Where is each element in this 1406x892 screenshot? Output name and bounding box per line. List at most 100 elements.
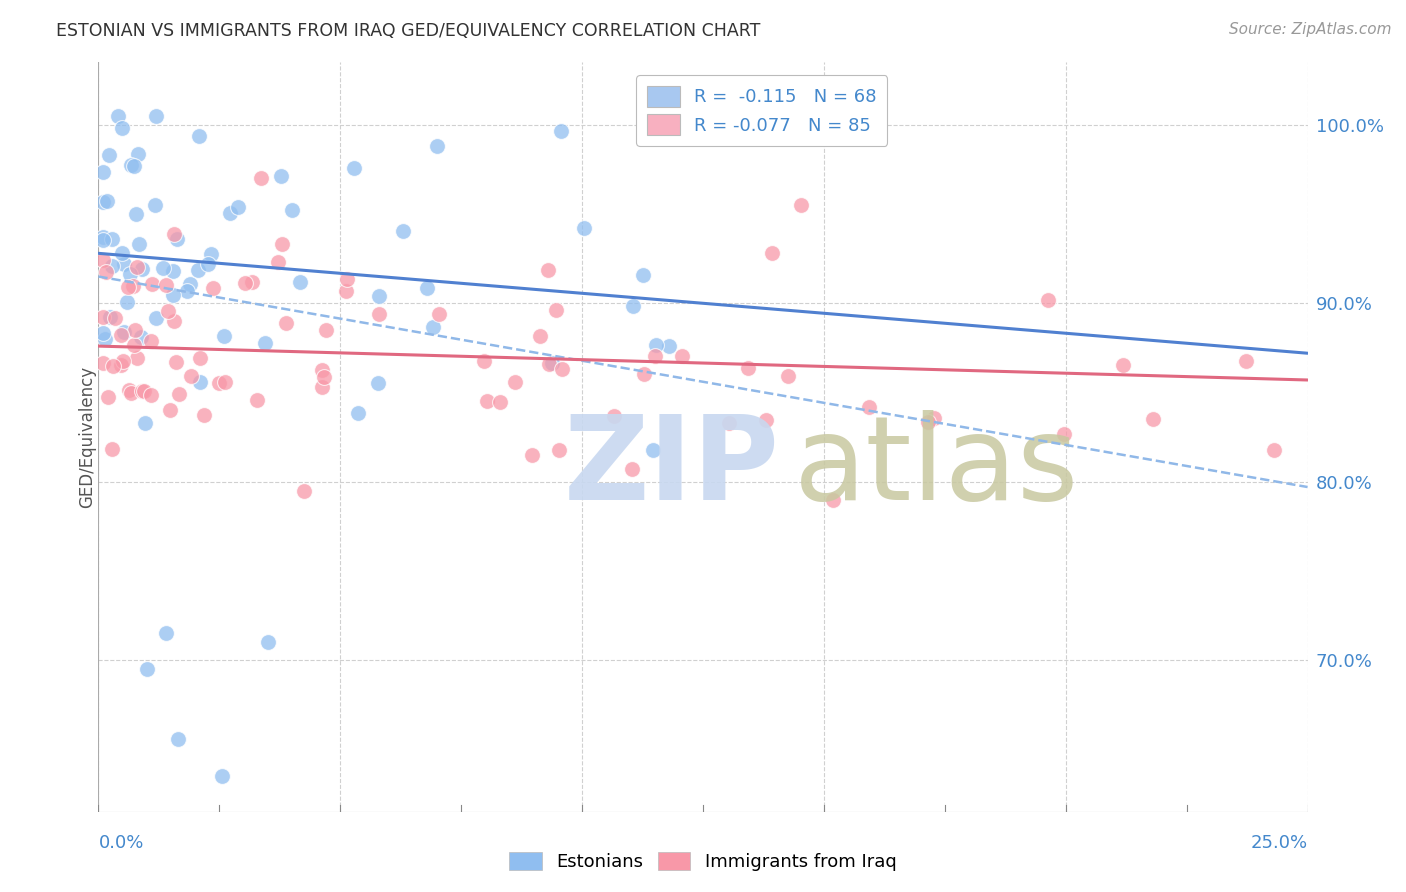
Point	[270, 169, 292, 183]
Point	[93, 194, 115, 209]
Point	[110, 327, 132, 342]
Y-axis label: GED/Equivalency: GED/Equivalency	[79, 366, 96, 508]
Point	[256, 635, 278, 649]
Point	[212, 328, 235, 343]
Point	[1142, 412, 1164, 426]
Point	[548, 442, 571, 457]
Point	[335, 284, 357, 298]
Point	[346, 407, 368, 421]
Point	[503, 376, 526, 390]
Point	[131, 384, 153, 399]
Text: atlas: atlas	[793, 409, 1078, 524]
Point	[91, 233, 114, 247]
Point	[176, 284, 198, 298]
Point	[159, 403, 181, 417]
Point	[214, 375, 236, 389]
Legend: Estonians, Immigrants from Iraq: Estonians, Immigrants from Iraq	[502, 845, 904, 879]
Point	[541, 356, 564, 370]
Point	[422, 319, 444, 334]
Point	[122, 338, 145, 352]
Point	[292, 483, 315, 498]
Point	[118, 383, 141, 397]
Point	[143, 198, 166, 212]
Point	[367, 307, 389, 321]
Text: ESTONIAN VS IMMIGRANTS FROM IRAQ GED/EQUIVALENCY CORRELATION CHART: ESTONIAN VS IMMIGRANTS FROM IRAQ GED/EQU…	[56, 22, 761, 40]
Point	[111, 121, 134, 136]
Point	[94, 332, 117, 346]
Point	[671, 349, 693, 363]
Point	[91, 252, 114, 267]
Point	[141, 277, 163, 291]
Point	[152, 260, 174, 275]
Point	[131, 261, 153, 276]
Point	[145, 310, 167, 325]
Point	[254, 336, 277, 351]
Point	[312, 370, 335, 384]
Point	[641, 442, 664, 457]
Point	[110, 245, 132, 260]
Point	[98, 148, 121, 162]
Point	[197, 257, 219, 271]
Point	[179, 277, 201, 292]
Point	[250, 171, 273, 186]
Point	[427, 307, 450, 321]
Text: ZIP: ZIP	[564, 409, 780, 524]
Point	[536, 263, 558, 277]
Point	[120, 386, 142, 401]
Point	[163, 227, 186, 241]
Point	[475, 393, 498, 408]
Point	[155, 626, 177, 640]
Point	[603, 409, 626, 424]
Point	[228, 200, 250, 214]
Point	[96, 390, 118, 404]
Point	[91, 326, 114, 341]
Point	[858, 400, 880, 414]
Point	[343, 161, 366, 175]
Point	[91, 310, 114, 324]
Point	[165, 354, 187, 368]
Point	[167, 731, 190, 746]
Point	[166, 232, 188, 246]
Point	[274, 316, 297, 330]
Point	[574, 220, 596, 235]
Point	[761, 245, 783, 260]
Text: Source: ZipAtlas.com: Source: ZipAtlas.com	[1229, 22, 1392, 37]
Point	[392, 224, 415, 238]
Point	[125, 260, 148, 274]
Text: 25.0%: 25.0%	[1250, 834, 1308, 852]
Point	[644, 338, 666, 352]
Point	[134, 416, 156, 430]
Point	[790, 198, 813, 212]
Point	[94, 265, 117, 279]
Point	[167, 386, 190, 401]
Point	[139, 334, 162, 349]
Point	[288, 275, 311, 289]
Point	[129, 330, 152, 344]
Point	[211, 769, 233, 783]
Point	[200, 246, 222, 260]
Point	[104, 310, 127, 325]
Point	[917, 415, 939, 429]
Point	[193, 408, 215, 422]
Point	[267, 255, 290, 269]
Point	[128, 236, 150, 251]
Point	[117, 280, 139, 294]
Point	[550, 123, 572, 137]
Point	[922, 410, 945, 425]
Point	[718, 417, 741, 431]
Point	[112, 325, 135, 339]
Point	[1234, 353, 1257, 368]
Point	[755, 413, 778, 427]
Point	[115, 295, 138, 310]
Point	[544, 303, 567, 318]
Point	[311, 363, 333, 377]
Point	[1053, 426, 1076, 441]
Point	[240, 275, 263, 289]
Point	[315, 323, 337, 337]
Text: 0.0%: 0.0%	[98, 834, 143, 852]
Point	[311, 380, 333, 394]
Point	[110, 358, 132, 372]
Point	[737, 360, 759, 375]
Point	[1112, 358, 1135, 372]
Point	[127, 147, 149, 161]
